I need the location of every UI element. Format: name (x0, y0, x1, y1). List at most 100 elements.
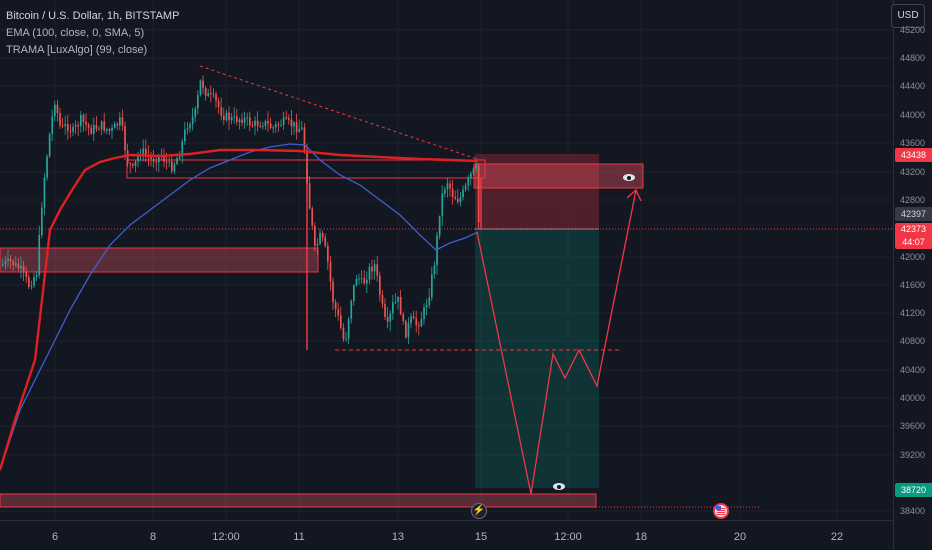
candle-body (163, 156, 165, 162)
candle-body (236, 116, 238, 123)
time-tick: 22 (830, 531, 844, 543)
candle-body (165, 161, 168, 163)
candle-body (95, 125, 98, 129)
candle-body (280, 124, 282, 126)
time-tick: 20 (733, 531, 747, 543)
candle-body (467, 178, 470, 186)
candle-body (197, 95, 199, 109)
candle-body (176, 158, 178, 164)
price-tick: 44400 (900, 81, 926, 91)
candle-body (243, 117, 246, 123)
time-tick: 12:00 (212, 531, 240, 543)
candle-body (56, 104, 59, 113)
demand-zone-bottom[interactable] (0, 493, 597, 508)
candle-body (61, 125, 64, 127)
supply-zone-middle[interactable] (126, 159, 486, 179)
candle-body (173, 163, 176, 172)
candle-body (210, 93, 212, 95)
eye-icon[interactable] (623, 174, 635, 181)
price-tick: 39200 (900, 450, 926, 460)
candle-body (298, 128, 301, 132)
candle-body (184, 129, 186, 142)
candle-body (397, 297, 399, 302)
candle-body (454, 197, 457, 199)
candle-body (340, 315, 342, 328)
trama-line[interactable] (0, 148, 479, 471)
candle-body (264, 120, 267, 126)
candle-body (82, 115, 85, 123)
candle-body (124, 125, 126, 151)
candle-body (74, 124, 77, 127)
bolt-icon[interactable]: ⚡ (471, 503, 487, 519)
candle-body (407, 323, 410, 338)
candle-body (438, 216, 441, 236)
candle-body (394, 301, 397, 303)
candle-body (194, 108, 197, 117)
price-tick: 41200 (900, 308, 926, 318)
price-tick: 40800 (900, 336, 926, 346)
price-tick: 40400 (900, 365, 926, 375)
candle-body (9, 258, 12, 262)
candle-body (126, 150, 129, 164)
time-tick: 13 (391, 531, 405, 543)
candle-body (220, 107, 223, 116)
candle-body (316, 243, 319, 246)
candle-body (238, 119, 241, 123)
candle-body (259, 126, 262, 128)
position-target-area[interactable] (475, 229, 599, 488)
candle-body (20, 265, 22, 269)
ema-legend[interactable]: EMA (100, close, 0, SMA, 5) (6, 27, 145, 39)
candle-body (431, 274, 433, 298)
candle-body (48, 134, 51, 157)
candle-body (327, 245, 329, 262)
time-tick: 6 (51, 531, 59, 543)
candle-body (415, 318, 418, 326)
candle-body (150, 157, 152, 160)
candle-body (181, 141, 184, 157)
candle-body (155, 161, 158, 163)
candle-body (69, 130, 72, 132)
trama-legend[interactable]: TRAMA [LuxAlgo] (99, close) (6, 44, 148, 56)
candle-body (204, 87, 207, 97)
candle-body (145, 148, 147, 155)
candle-body (319, 232, 321, 244)
us-flag-icon[interactable] (713, 503, 729, 519)
candle-body (332, 281, 334, 303)
candle-body (366, 279, 368, 284)
candle-body (46, 156, 48, 178)
chart-legend: Bitcoin / U.S. Dollar, 1h, BITSTAMP EMA … (6, 8, 179, 59)
candle-body (311, 208, 314, 226)
currency-button[interactable]: USD (891, 4, 925, 28)
time-scale-separator (0, 520, 893, 521)
candle-body (306, 149, 308, 184)
position-stop-area[interactable] (475, 154, 599, 229)
projection-path[interactable] (476, 189, 637, 495)
candle-body (17, 263, 20, 269)
candle-body (470, 173, 472, 179)
candle-body (98, 128, 100, 130)
candle-body (129, 163, 132, 165)
candle-body (38, 234, 41, 276)
candle-body (472, 168, 475, 174)
candle-body (363, 278, 366, 284)
candle-body (389, 313, 392, 322)
candle-body (134, 161, 137, 166)
symbol-title[interactable]: Bitcoin / U.S. Dollar, 1h, BITSTAMP (6, 10, 180, 22)
current-price-value: 42373 (900, 224, 927, 234)
grid-lines (0, 0, 893, 520)
candle-body (186, 128, 189, 130)
trend-line-dashed[interactable] (199, 65, 481, 161)
candle-body (425, 304, 428, 308)
candle-body (233, 116, 236, 118)
candle-body (30, 285, 33, 287)
supply-zone-right[interactable] (473, 163, 644, 189)
eye-icon[interactable] (553, 483, 565, 490)
candle-body (228, 112, 230, 121)
demand-zone-left[interactable] (0, 247, 319, 273)
ema-line[interactable] (0, 143, 479, 471)
candle-body (308, 183, 311, 209)
candle-body (405, 320, 407, 338)
candle-body (41, 207, 43, 235)
candle-body (295, 122, 298, 132)
